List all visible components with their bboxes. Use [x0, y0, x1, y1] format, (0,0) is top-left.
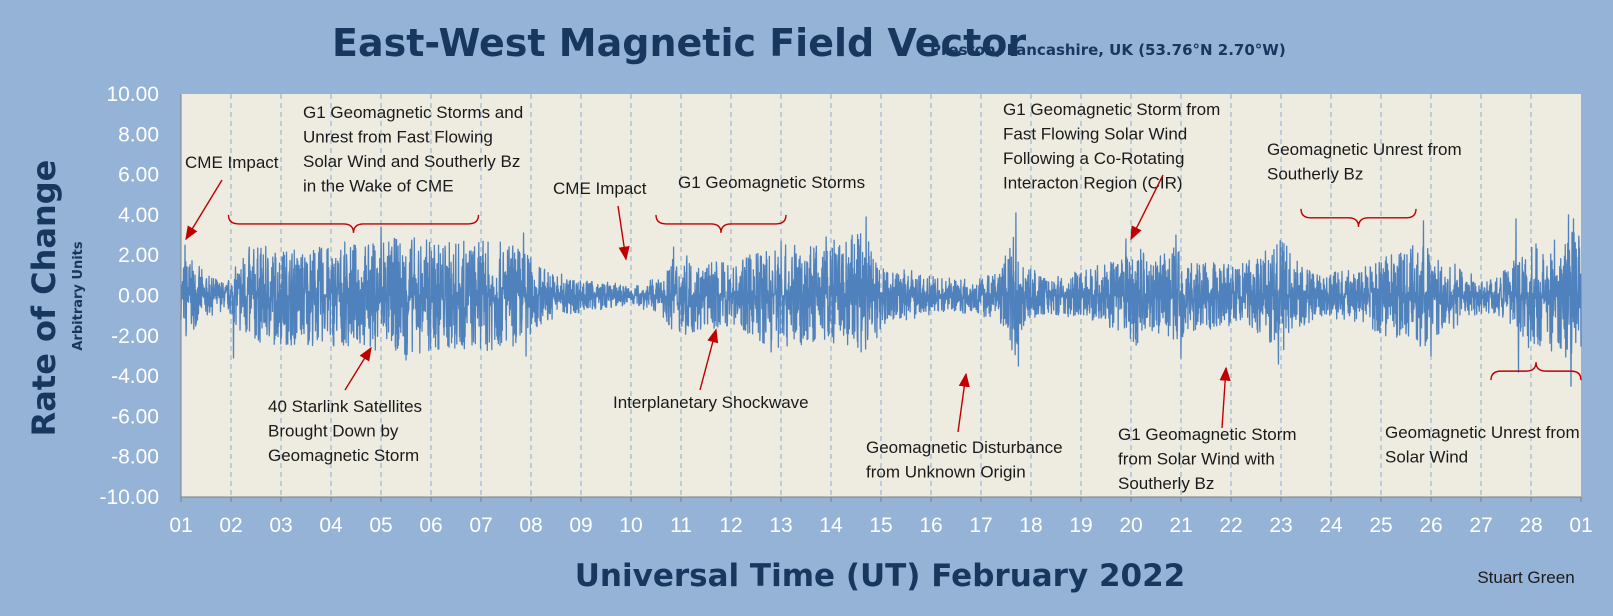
x-tick-label: 14	[819, 514, 843, 537]
x-tick-label: 03	[269, 514, 292, 537]
annotation-text: Geomagnetic Unrest from	[1267, 140, 1462, 159]
annotation-text: Geomagnetic Unrest from	[1385, 423, 1580, 442]
x-tick-label: 05	[369, 514, 392, 537]
annotation-brace	[655, 214, 787, 233]
y-tick-label: -8.00	[111, 446, 159, 469]
y-axis-sublabel: Arbitrary Units	[71, 241, 86, 351]
annotation-text: Interacton Region (CIR)	[1003, 174, 1183, 193]
x-tick-label: 15	[869, 514, 892, 537]
x-tick-label: 23	[1269, 514, 1292, 537]
x-tick-label: 18	[1019, 514, 1042, 537]
x-tick-label: 01	[1569, 514, 1592, 537]
x-tick-label: 11	[670, 514, 692, 537]
x-tick-label: 20	[1119, 514, 1142, 537]
x-tick-label: 08	[519, 514, 542, 537]
annotation-text: G1 Geomagnetic Storms and	[303, 103, 523, 122]
annotation-text: Brought Down by	[268, 422, 399, 441]
annotation: CME Impact	[553, 179, 647, 261]
y-tick-label: 0.00	[118, 285, 159, 308]
annotation-text: CME Impact	[185, 153, 279, 172]
x-tick-label: 02	[219, 514, 242, 537]
x-tick-label: 04	[319, 514, 343, 537]
annotation-text: 40 Starlink Satellites	[268, 397, 422, 416]
annotation-arrow	[1219, 366, 1231, 429]
x-tick-label: 19	[1069, 514, 1092, 537]
annotation-brace	[227, 214, 480, 233]
annotation-text: Fast Flowing Solar Wind	[1003, 125, 1187, 144]
annotation: G1 Geomagnetic Storms	[655, 173, 865, 233]
y-tick-label: 2.00	[118, 244, 159, 267]
annotation-text: from Unknown Origin	[866, 463, 1026, 482]
annotation-text: Southerly Bz	[1118, 474, 1214, 493]
annotation: G1 Geomagnetic Storm from Fast Flowing So…	[1003, 100, 1220, 241]
x-tick-label: 07	[469, 514, 492, 537]
x-tick-label: 17	[969, 514, 992, 537]
annotation-text: Southerly Bz	[1267, 165, 1363, 184]
x-tick-label: 12	[719, 514, 742, 537]
x-tick-label: 06	[419, 514, 442, 537]
annotation-text: Unrest from Fast Flowing	[303, 128, 493, 147]
annotation-text: from Solar Wind with	[1118, 450, 1275, 469]
annotation: Geomagnetic Disturbance from Unknown Orig…	[866, 372, 1063, 482]
annotation-text: Geomagnetic Storm	[268, 446, 419, 465]
x-tick-label: 16	[919, 514, 942, 537]
annotation: Geomagnetic Unrest from Southerly Bz	[1267, 140, 1462, 227]
series-line	[180, 212, 1582, 387]
annotation: 40 Starlink Satellites Brought Down by Geo…	[268, 346, 422, 465]
annotation-text: Interplanetary Shockwave	[613, 393, 809, 412]
y-tick-label: 8.00	[118, 123, 159, 146]
annotation-text: G1 Geomagnetic Storms	[678, 173, 865, 192]
x-tick-label: 10	[619, 514, 642, 537]
annotation-brace	[1490, 362, 1582, 381]
annotation-arrow	[617, 205, 630, 261]
annotation-arrow	[1130, 174, 1164, 241]
annotation-brace	[1300, 208, 1417, 227]
annotation: Interplanetary Shockwave	[613, 328, 809, 412]
y-tick-label: 10.00	[106, 83, 159, 106]
annotation-text: Solar Wind	[1385, 448, 1468, 467]
annotation-text: in the Wake of CME	[303, 177, 454, 196]
annotation-arrow	[699, 328, 719, 391]
annotation: Geomagnetic Unrest from Solar Wind	[1385, 362, 1582, 467]
x-tick-label: 24	[1319, 514, 1343, 537]
annotation-text: G1 Geomagnetic Storm	[1118, 425, 1297, 444]
y-axis-label: Rate of Change	[25, 160, 63, 437]
y-tick-label: -4.00	[111, 365, 159, 388]
y-tick-label: 6.00	[118, 164, 159, 187]
x-tick-label: 27	[1469, 514, 1492, 537]
x-tick-label: 26	[1419, 514, 1442, 537]
y-tick-label: -10.00	[99, 486, 159, 509]
x-tick-label: 13	[769, 514, 792, 537]
x-tick-label: 09	[569, 514, 592, 537]
annotation-text: G1 Geomagnetic Storm from	[1003, 100, 1220, 119]
y-tick-label: -2.00	[111, 325, 159, 348]
y-tick-label: 4.00	[118, 204, 159, 227]
y-tick-label: -6.00	[111, 405, 159, 428]
annotation-text: Following a Co-Rotating	[1003, 149, 1184, 168]
annotation-text: Geomagnetic Disturbance	[866, 438, 1063, 457]
annotations: CME Impact G1 Geomagnetic Storms and Unres…	[185, 100, 1582, 493]
x-tick-label: 22	[1219, 514, 1242, 537]
annotation-arrow	[185, 179, 223, 241]
x-tick-label: 21	[1169, 514, 1192, 537]
credit-text: Stuart Green	[1477, 568, 1574, 587]
axes: 10.00 8.00 6.00 4.00 2.00 0.00 -2.00 -4.00 -6.00…	[99, 83, 1592, 537]
annotation-text: CME Impact	[553, 179, 647, 198]
annotation-arrow	[957, 372, 970, 433]
x-axis-label: Universal Time (UT) February 2022	[575, 558, 1186, 594]
series-layer	[180, 212, 1582, 387]
annotation: G1 Geomagnetic Storm from Solar Wind with…	[1118, 366, 1297, 493]
annotation-text: Solar Wind and Southerly Bz	[303, 152, 520, 171]
x-tick-label: 28	[1519, 514, 1542, 537]
x-tick-label: 25	[1369, 514, 1392, 537]
chart-title: East-West Magnetic Field Vector	[332, 21, 1026, 65]
annotation: CME Impact	[185, 153, 279, 241]
annotation: G1 Geomagnetic Storms and Unrest from Fas…	[227, 103, 523, 233]
annotation-arrow	[344, 346, 372, 391]
chart-subtitle: Preston, Lancashire, UK (53.76°N 2.70°W)	[930, 41, 1286, 59]
x-tick-label: 01	[169, 514, 192, 537]
